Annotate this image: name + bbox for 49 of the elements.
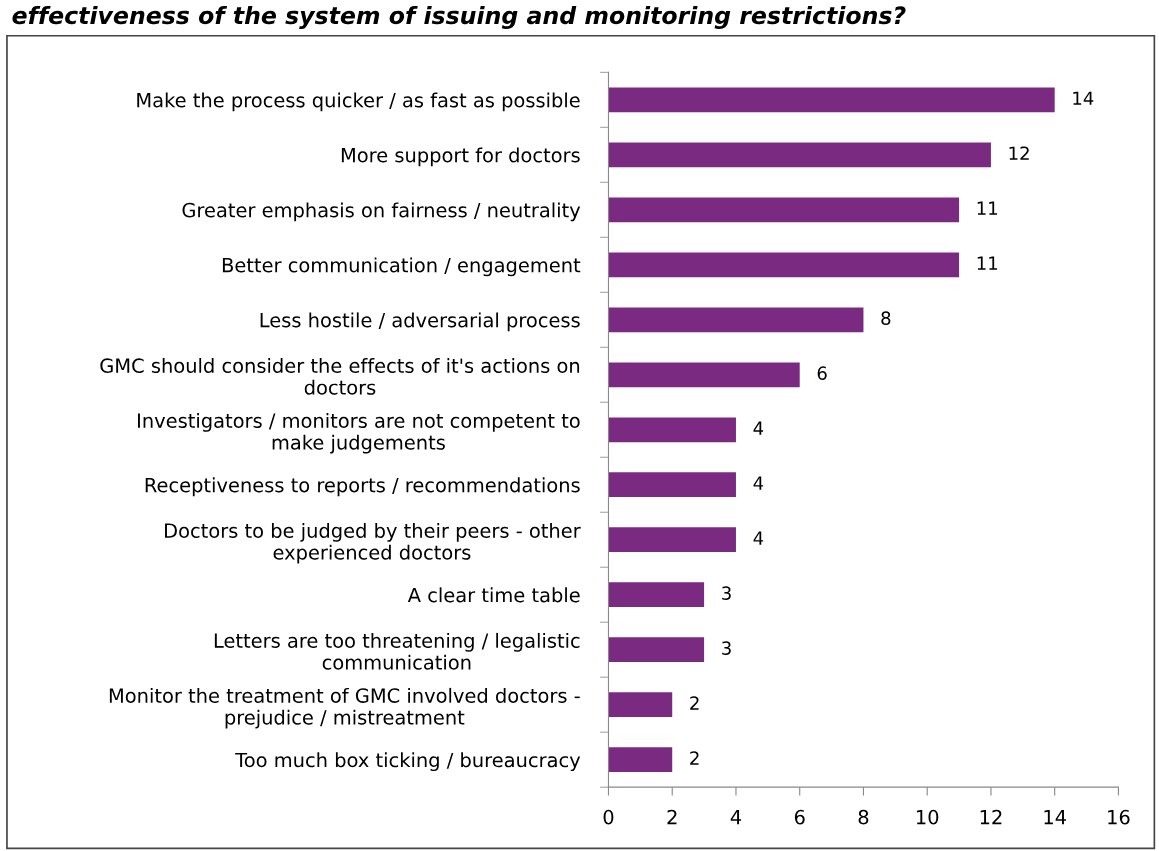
data-label: 4 — [753, 421, 764, 435]
bar — [608, 87, 1055, 113]
bar — [608, 527, 736, 553]
data-label: 3 — [722, 586, 731, 600]
bar — [608, 142, 991, 168]
data-label: 11 — [977, 201, 998, 215]
data-label: 4 — [753, 531, 764, 545]
bar — [608, 252, 960, 278]
data-label: 12 — [1009, 146, 1029, 160]
y-tick-label: Monitor the treatment of GMC involved doctors - prejudice / mistreatment — [109, 687, 580, 729]
x-tick-label: 10 — [916, 809, 939, 825]
bar — [608, 747, 673, 773]
data-label: 2 — [690, 751, 699, 765]
bar — [608, 307, 864, 333]
bar — [608, 582, 705, 608]
y-tick-label: Investigators / monitors are not competent to make judgements — [138, 412, 580, 454]
y-tick-label: Greater emphasis on fairness / neutrality — [182, 202, 581, 222]
data-label: 8 — [881, 311, 891, 326]
x-tick-label: 2 — [667, 809, 677, 825]
x-tick-label: 12 — [980, 809, 1002, 825]
bar — [608, 417, 736, 443]
y-tick-label: Too much box ticking / bureaucracy — [235, 752, 581, 772]
x-tick-label: 0 — [603, 809, 614, 825]
data-label: 2 — [690, 696, 699, 710]
y-tick-label: A clear time table — [407, 587, 580, 603]
data-label: 11 — [977, 256, 998, 270]
y-tick-label: Doctors to be judged by their peers - other experienced doctors — [165, 522, 581, 564]
data-label: 6 — [817, 366, 827, 381]
bar — [608, 362, 800, 388]
bar — [608, 472, 736, 498]
y-tick-label: Receptiveness to reports / recommendations — [145, 477, 580, 497]
y-tick-label: Letters are too threatening / legalistic communication — [214, 632, 580, 670]
x-tick-label: 6 — [794, 809, 805, 825]
x-tick-label: 16 — [1108, 809, 1130, 825]
x-tick-label: 8 — [858, 809, 869, 825]
y-tick-label: More support for doctors — [341, 147, 580, 167]
data-label: 4 — [753, 476, 764, 490]
data-label: 3 — [722, 641, 731, 655]
x-tick-label: 14 — [1044, 810, 1066, 825]
chart-title: effectiveness of the system of issuing and monitoring restrictions? — [12, 5, 906, 29]
data-label: 14 — [1073, 91, 1094, 105]
y-tick-label: GMC should consider the effects of it's actions on doctors — [100, 357, 580, 395]
y-tick-label: Make the process quicker / as fast as possible — [137, 92, 580, 112]
y-tick-label: Better communication / engagement — [222, 257, 581, 277]
bar — [608, 692, 673, 718]
bar — [608, 637, 705, 663]
y-tick-label: Less hostile / adversarial process — [260, 312, 580, 332]
bar — [608, 197, 960, 223]
x-tick-label: 4 — [730, 810, 742, 825]
